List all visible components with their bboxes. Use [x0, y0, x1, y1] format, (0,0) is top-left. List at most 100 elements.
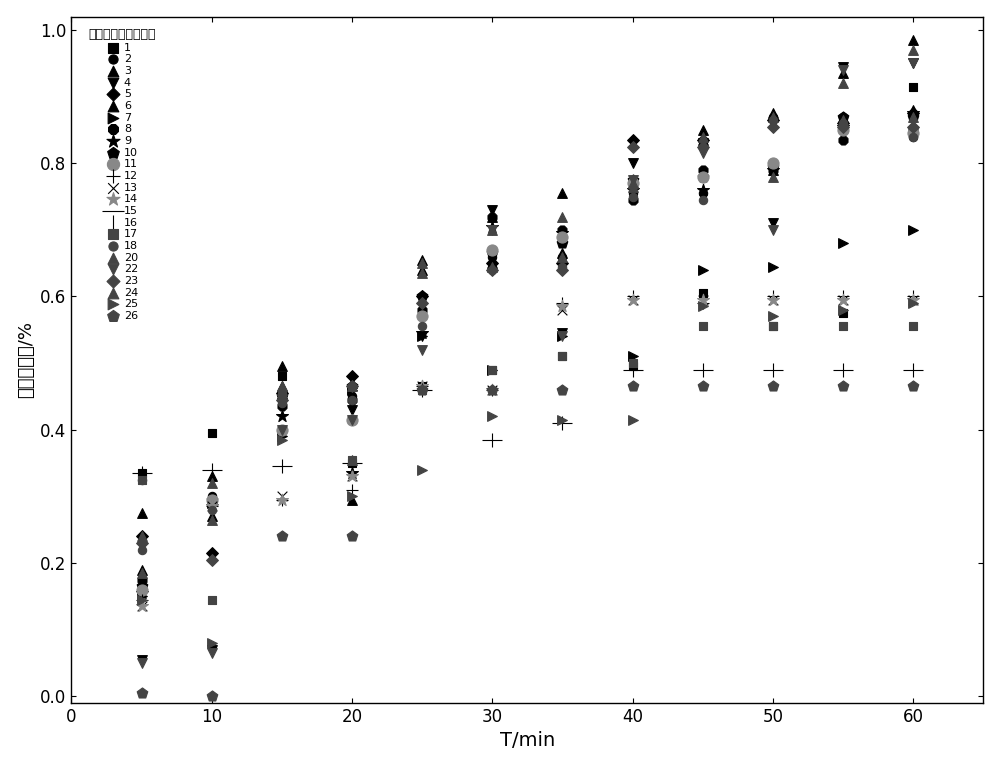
13 [344, 470, 360, 482]
25 [835, 304, 851, 316]
12 [625, 291, 641, 303]
7 [484, 364, 500, 376]
22 [274, 423, 290, 436]
14 [484, 384, 500, 396]
16 [765, 364, 781, 376]
20 [414, 257, 430, 269]
6 [344, 377, 360, 389]
26 [905, 380, 921, 393]
14 [625, 294, 641, 306]
6 [274, 380, 290, 393]
2 [835, 110, 851, 123]
4 [484, 204, 500, 216]
22 [695, 147, 711, 160]
11 [554, 230, 570, 242]
13 [134, 600, 150, 612]
18 [765, 114, 781, 126]
13 [625, 294, 641, 306]
26 [344, 530, 360, 542]
23 [625, 140, 641, 153]
25 [765, 311, 781, 323]
6 [625, 174, 641, 186]
16 [134, 467, 150, 479]
12 [695, 297, 711, 309]
23 [695, 140, 711, 153]
10 [765, 160, 781, 173]
7 [765, 260, 781, 272]
24 [695, 130, 711, 143]
9 [695, 184, 711, 196]
26 [414, 384, 430, 396]
4 [554, 327, 570, 339]
7 [344, 384, 360, 396]
13 [204, 500, 220, 512]
14 [134, 600, 150, 612]
17 [835, 321, 851, 333]
13 [484, 384, 500, 396]
16 [414, 384, 430, 396]
14 [695, 294, 711, 306]
23 [905, 120, 921, 133]
9 [484, 220, 500, 232]
4 [134, 653, 150, 666]
10 [695, 170, 711, 183]
11 [905, 127, 921, 140]
5 [204, 547, 220, 559]
3 [695, 133, 711, 146]
3 [765, 107, 781, 120]
14 [204, 500, 220, 512]
2 [554, 250, 570, 262]
22 [765, 224, 781, 236]
20 [484, 224, 500, 236]
10 [414, 291, 430, 303]
5 [765, 114, 781, 126]
26 [274, 530, 290, 542]
2 [204, 490, 220, 502]
26 [554, 384, 570, 396]
2 [905, 130, 921, 143]
26 [625, 380, 641, 393]
7 [134, 590, 150, 602]
4 [835, 61, 851, 73]
20 [134, 530, 150, 542]
6 [695, 123, 711, 136]
11 [414, 311, 430, 323]
24 [134, 567, 150, 579]
8 [274, 400, 290, 413]
14 [905, 294, 921, 306]
23 [554, 264, 570, 276]
3 [204, 510, 220, 522]
23 [274, 393, 290, 406]
12 [905, 291, 921, 303]
8 [414, 304, 430, 316]
22 [835, 64, 851, 76]
3 [625, 177, 641, 189]
5 [695, 133, 711, 146]
7 [905, 224, 921, 236]
9 [134, 587, 150, 599]
4 [414, 331, 430, 343]
25 [204, 637, 220, 649]
8 [765, 164, 781, 176]
11 [695, 170, 711, 183]
12 [414, 380, 430, 393]
2 [134, 473, 150, 486]
24 [484, 260, 500, 272]
25 [625, 413, 641, 426]
11 [484, 244, 500, 256]
18 [274, 397, 290, 410]
14 [344, 470, 360, 482]
13 [905, 294, 921, 306]
20 [344, 453, 360, 466]
8 [905, 123, 921, 136]
22 [484, 224, 500, 236]
14 [554, 301, 570, 313]
20 [554, 210, 570, 222]
23 [484, 264, 500, 276]
22 [204, 647, 220, 659]
13 [695, 294, 711, 306]
6 [134, 564, 150, 576]
3 [134, 507, 150, 519]
11 [274, 423, 290, 436]
9 [765, 164, 781, 176]
